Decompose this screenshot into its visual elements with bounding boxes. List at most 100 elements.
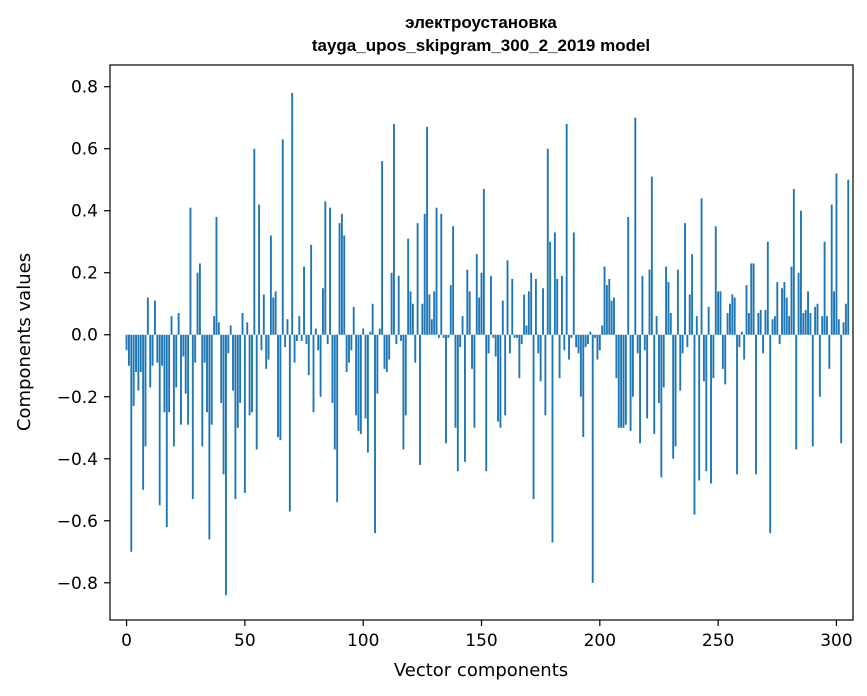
x-tick-label: 250 [702,631,734,651]
bar-209 [620,334,623,428]
bar-64 [277,334,279,438]
bar-299 [833,291,836,335]
bar-202 [603,266,606,335]
bar-276 [778,334,781,345]
bar-12 [154,300,156,335]
bar-182 [556,278,559,335]
bar-204 [608,278,611,335]
bar-101 [364,334,367,419]
bar-105 [374,334,376,534]
bar-305 [847,179,850,335]
bar-35 [208,334,211,540]
bar-40 [220,334,223,403]
bar-213 [629,334,632,431]
bar-244 [702,334,705,382]
bar-143 [463,334,466,462]
bar-286 [802,313,805,335]
bar-131 [435,207,438,335]
bar-280 [788,316,791,335]
bar-242 [698,334,701,481]
bar-153 [487,334,490,354]
bar-74 [300,334,303,341]
x-tick-label: 200 [584,631,616,651]
bar-208 [617,334,620,428]
bar-246 [707,306,710,335]
bar-236 [684,223,686,335]
bar-239 [691,254,694,335]
bar-223 [653,334,656,434]
bar-212 [627,216,630,335]
bar-183 [558,334,561,379]
bar-18 [168,334,171,413]
bar-274 [773,316,776,335]
bar-296 [826,316,828,335]
bar-29 [194,334,197,363]
y-tick-label: 0.6 [71,140,98,160]
bar-275 [776,282,779,335]
bar-97 [355,334,358,416]
y-axis: −0.8 −0.6 −0.4 −0.2 0.0 0.2 0.4 0.6 0.8 [57,78,110,594]
bar-2 [130,334,133,552]
bar-262 [745,285,748,335]
bar-21 [175,334,178,388]
bar-166 [518,334,521,379]
bar-31 [198,263,201,335]
bar-240 [693,334,696,515]
bar-247 [710,334,712,484]
bar-82 [319,334,322,397]
bar-170 [527,291,530,335]
bar-81 [317,334,320,351]
bar-187 [568,334,570,360]
bar-47 [236,334,239,428]
bar-142 [461,316,464,335]
bar-156 [494,334,497,357]
bar-5 [137,334,140,391]
bar-301 [837,319,840,335]
bar-6 [139,334,142,372]
bar-0 [125,334,128,351]
bar-189 [572,232,575,335]
bar-34 [206,334,208,413]
bar-83 [322,288,324,335]
bar-200 [598,334,601,351]
bar-173 [534,278,537,335]
bar-49 [241,313,244,335]
bar-138 [452,226,455,335]
bar-113 [393,123,395,335]
bar-287 [804,309,807,335]
bar-251 [719,291,722,335]
bar-220 [646,334,649,419]
bar-119 [407,238,410,335]
bar-108 [381,161,384,335]
bar-227 [662,334,665,388]
bar-235 [681,334,684,354]
bar-79 [312,334,315,413]
y-tick-label: −0.4 [57,450,98,470]
bar-147 [473,334,476,428]
bar-264 [750,263,753,335]
bar-51 [246,322,249,335]
bar-194 [584,334,587,348]
bar-130 [433,291,436,335]
bar-25 [184,334,187,394]
bar-266 [755,334,757,475]
bar-102 [366,334,369,453]
bar-270 [764,309,767,335]
bar-291 [814,306,817,335]
bar-161 [506,260,509,335]
x-axis-label: Vector components [394,660,568,681]
bar-214 [631,334,634,397]
bar-111 [388,334,391,360]
bar-192 [579,334,582,397]
bar-217 [639,334,641,444]
bar-174 [537,334,540,354]
bar-129 [430,319,433,335]
bar-252 [721,334,724,369]
bar-245 [705,334,708,472]
bar-17 [165,334,168,527]
bar-46 [234,334,237,500]
bar-57 [260,334,263,351]
bar-50 [243,334,246,493]
bar-151 [482,189,485,335]
y-tick-label: 0.2 [71,264,98,284]
